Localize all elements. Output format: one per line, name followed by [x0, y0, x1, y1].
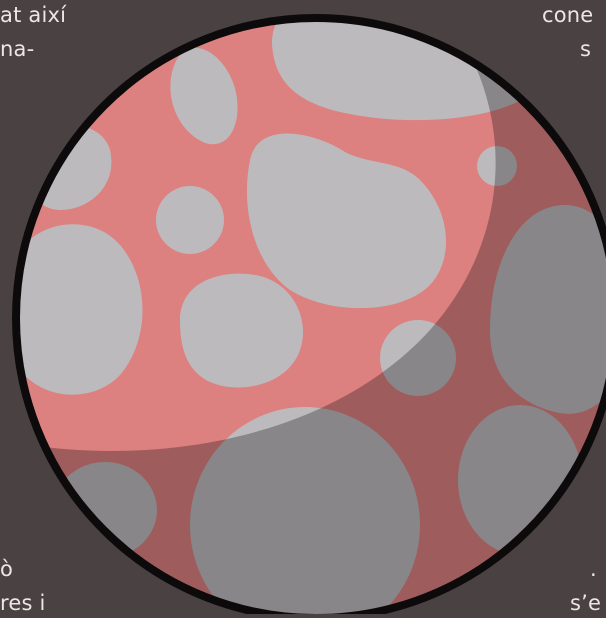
crater — [477, 146, 517, 186]
planet-outline — [12, 14, 606, 614]
text-fragment-bottom-left-1: ò — [0, 557, 14, 581]
crater — [170, 47, 238, 145]
crater — [490, 205, 606, 414]
craters — [16, 18, 606, 614]
text-fragment-bottom-right-2: s’e — [570, 591, 602, 615]
crater — [246, 133, 447, 309]
text-fragment-top-left-1: at així — [0, 3, 67, 27]
text-fragment-top-right-1: cone — [542, 3, 594, 27]
text-fragment-bottom-left-2: res i — [0, 591, 46, 615]
crater — [156, 186, 224, 254]
planet-shadow — [16, 28, 606, 614]
crater — [180, 273, 304, 388]
text-fragment-top-right-2: s — [580, 37, 592, 61]
crater — [380, 320, 456, 396]
text-fragment-top-left-2: na- — [0, 37, 35, 61]
crater — [190, 407, 420, 614]
crater — [16, 224, 143, 395]
text-fragment-bottom-right-1: . — [590, 557, 597, 581]
